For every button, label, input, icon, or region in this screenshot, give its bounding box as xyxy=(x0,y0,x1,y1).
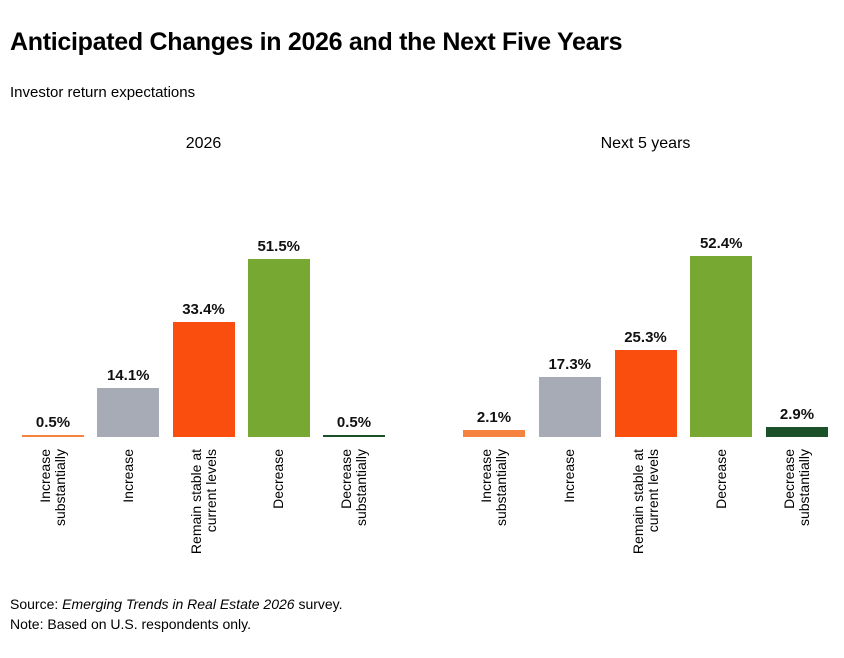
category-tick-label: Decrease substantially xyxy=(781,449,812,527)
bar-column: 14.1% xyxy=(97,367,160,437)
bar-column: 52.4% xyxy=(690,235,753,437)
bar xyxy=(22,435,84,437)
bar-column: 0.5% xyxy=(22,414,84,437)
category-tick-label: Increase xyxy=(119,449,136,503)
category-tick-label: Remain stable at current levels xyxy=(187,449,219,555)
category-tick-label: Remain stable at current levels xyxy=(629,449,661,555)
bar xyxy=(463,430,525,437)
bar-column: 2.1% xyxy=(463,409,525,437)
bar xyxy=(690,256,753,437)
footer-notes: Source: Emerging Trends in Real Estate 2… xyxy=(10,594,343,634)
category-tick-label: Decrease xyxy=(270,449,287,509)
bar-value-label: 17.3% xyxy=(548,356,592,373)
category-tick: Decrease substantially xyxy=(766,437,828,587)
category-tick: Decrease substantially xyxy=(323,437,385,587)
bar-value-label: 2.1% xyxy=(476,409,512,426)
source-note: Source: Emerging Trends in Real Estate 2… xyxy=(10,594,343,614)
bar-column: 25.3% xyxy=(614,329,677,437)
category-tick: Increase xyxy=(539,437,601,587)
category-tick-label: Increase substantially xyxy=(37,449,68,527)
bar-column: 2.9% xyxy=(766,406,828,437)
category-tick: Increase xyxy=(97,437,159,587)
category-tick: Increase substantially xyxy=(463,437,525,587)
chart-2026-category-axis: Increase substantially Increase Remain sta… xyxy=(22,437,385,587)
bar xyxy=(172,322,235,437)
page-subtitle: Investor return expectations xyxy=(10,84,196,101)
source-suffix: survey. xyxy=(294,596,343,612)
category-tick: Increase substantially xyxy=(22,437,84,587)
bar-value-label: 52.4% xyxy=(699,235,743,252)
category-tick: Remain stable at current levels xyxy=(173,437,235,587)
bar-value-label: 25.3% xyxy=(624,329,667,346)
category-tick: Decrease xyxy=(248,437,310,587)
chart-2026-title: 2026 xyxy=(185,135,222,152)
chart-next-5-years: Next 5 years 2.1% 17.3% 25.3% 52.4% 2.9% Inc… xyxy=(463,135,828,587)
bar xyxy=(323,435,385,437)
bar-column: 51.5% xyxy=(247,238,310,437)
chart-next-5-years-category-axis: Increase substantially Increase Remain sta… xyxy=(463,437,828,587)
source-prefix: Source: xyxy=(10,596,63,612)
chart-2026-bars: 0.5% 14.1% 33.4% 51.5% 0.5% xyxy=(22,227,385,437)
page-title: Anticipated Changes in 2026 and the Next… xyxy=(10,28,623,56)
bar-value-label: 0.5% xyxy=(35,414,71,431)
bar-value-label: 2.9% xyxy=(779,406,815,423)
category-tick: Remain stable at current levels xyxy=(615,437,677,587)
bar xyxy=(247,259,310,437)
bar-value-label: 51.5% xyxy=(257,238,301,255)
chart-next-5-years-title: Next 5 years xyxy=(600,135,691,152)
bar-value-label: 33.4% xyxy=(182,301,225,318)
bar-column: 17.3% xyxy=(538,356,601,437)
category-tick: Decrease xyxy=(690,437,752,587)
source-publication: Emerging Trends in Real Estate 2026 xyxy=(62,596,295,612)
bar xyxy=(538,377,601,437)
bar-value-label: 14.1% xyxy=(106,367,150,384)
chart-2026: 2026 0.5% 14.1% 33.4% 51.5% 0.5% Increase su… xyxy=(22,135,385,587)
category-tick-label: Decrease xyxy=(712,449,729,509)
bar-column: 33.4% xyxy=(172,301,235,437)
bar xyxy=(766,427,828,437)
bar xyxy=(614,350,677,437)
category-tick-label: Decrease substantially xyxy=(338,449,369,527)
respondents-note: Note: Based on U.S. respondents only. xyxy=(10,616,251,632)
bar xyxy=(97,388,160,437)
chart-next-5-years-bars: 2.1% 17.3% 25.3% 52.4% 2.9% xyxy=(463,227,828,437)
category-tick-label: Increase xyxy=(561,449,578,503)
bar-value-label: 0.5% xyxy=(336,414,372,431)
bar-column: 0.5% xyxy=(323,414,385,437)
category-tick-label: Increase substantially xyxy=(478,449,509,527)
